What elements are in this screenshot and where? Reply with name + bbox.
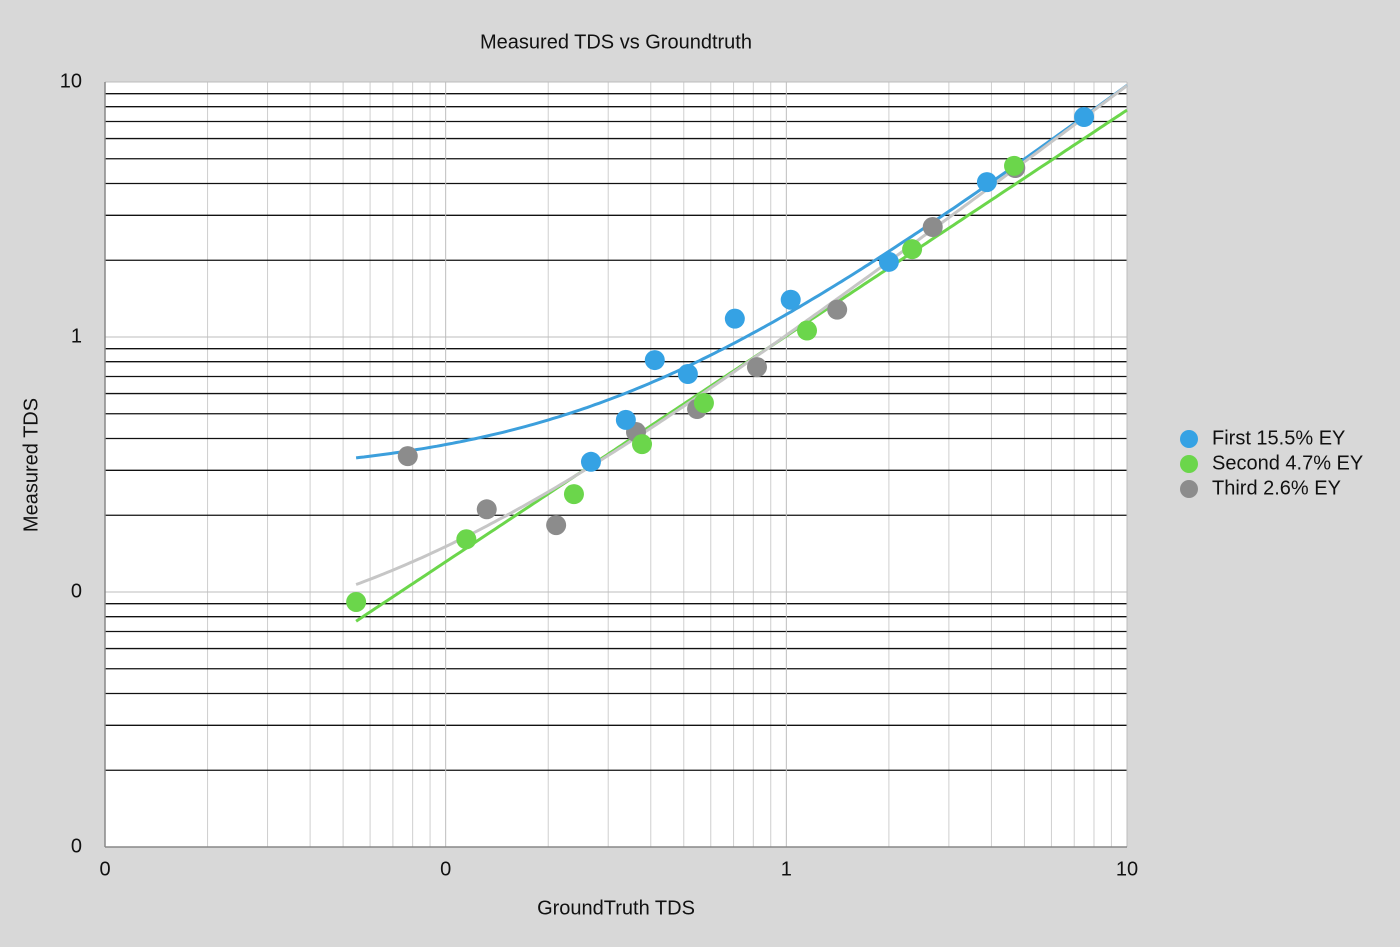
point	[922, 217, 943, 238]
point	[632, 434, 653, 455]
legend-swatch	[1180, 455, 1198, 473]
plot-area	[105, 82, 1127, 847]
point	[677, 363, 698, 384]
chart-title: Measured TDS vs Groundtruth	[480, 31, 752, 53]
point	[580, 451, 601, 472]
point	[976, 172, 997, 193]
trendline	[355, 84, 1128, 586]
point	[615, 409, 636, 430]
point	[476, 499, 497, 520]
point	[693, 393, 714, 414]
legend: First 15.5% EY Second 4.7% EY Third 2.6% E…	[1180, 427, 1363, 499]
legend-label: Second 4.7% EY	[1212, 452, 1363, 474]
point	[780, 289, 801, 310]
point	[456, 529, 477, 550]
x-tick-label: 1	[781, 858, 792, 880]
point	[797, 320, 818, 341]
point	[746, 357, 767, 378]
y-tick-label: 10	[60, 70, 82, 92]
point	[546, 515, 567, 536]
legend-label: First 15.5% EY	[1212, 427, 1345, 449]
x-axis-label: GroundTruth TDS	[537, 897, 695, 919]
point	[1074, 107, 1095, 128]
legend-swatch	[1180, 480, 1198, 498]
x-tick-label: 0	[440, 858, 451, 880]
legend-swatch	[1180, 430, 1198, 448]
x-tick-label: 0	[99, 858, 110, 880]
point	[1004, 155, 1025, 176]
y-tick-label: 0	[71, 580, 82, 602]
trendlines	[355, 84, 1128, 623]
x-tick-label: 10	[1116, 858, 1138, 880]
point	[397, 446, 418, 467]
grid	[104, 81, 1128, 848]
point	[724, 308, 745, 329]
trendline	[355, 84, 1128, 460]
legend-label: Third 2.6% EY	[1212, 477, 1341, 499]
point	[902, 239, 923, 260]
point	[563, 484, 584, 505]
y-axis-label: Measured TDS	[20, 398, 42, 532]
point	[346, 591, 367, 612]
y-tick-label: 0	[71, 835, 82, 857]
y-tick-label: 1	[71, 325, 82, 347]
point	[827, 299, 848, 320]
points	[346, 107, 1095, 612]
point	[644, 350, 665, 371]
point	[878, 251, 899, 272]
